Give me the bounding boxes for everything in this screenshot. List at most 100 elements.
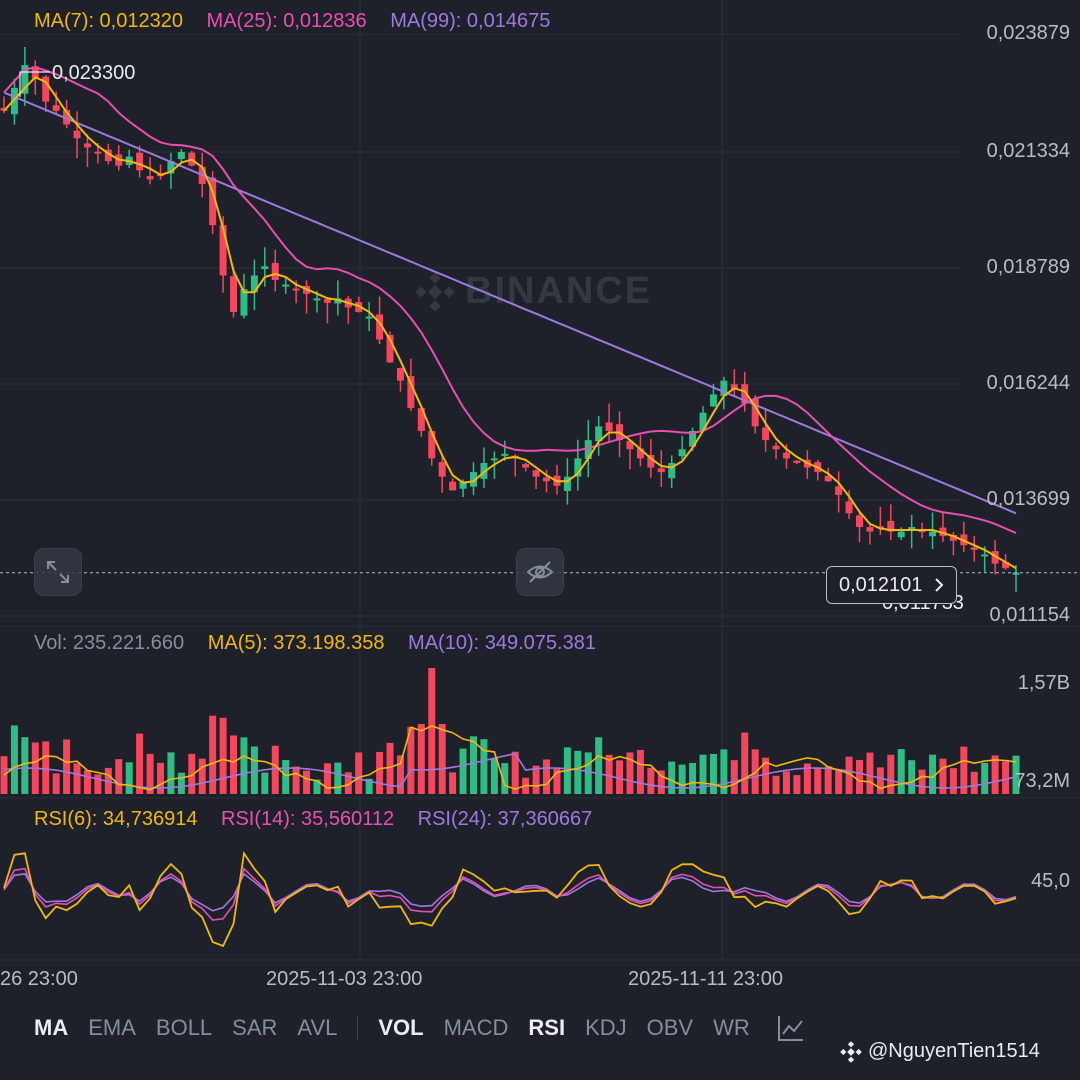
- candle-body: [762, 427, 770, 441]
- candle-body: [407, 376, 415, 409]
- volume-bar: [52, 773, 60, 794]
- current-price-tag[interactable]: 0,012101: [826, 566, 958, 604]
- candle-body: [313, 298, 321, 301]
- candle-body: [991, 551, 999, 564]
- volume-bar: [824, 766, 832, 794]
- volume-bar: [647, 767, 655, 794]
- candle-body: [918, 530, 926, 533]
- volume-bar: [376, 751, 384, 794]
- candle-body: [323, 299, 331, 303]
- volume-bar: [167, 752, 175, 794]
- candle-body: [835, 486, 843, 495]
- volume-bar: [574, 750, 582, 794]
- volume-tick-label: 73,2M: [1014, 770, 1070, 792]
- volume-bar: [814, 767, 822, 794]
- candle-body: [146, 176, 154, 180]
- volume-bar: [720, 749, 728, 794]
- rsi14-legend: RSI(14): 35,560112: [221, 808, 395, 830]
- volume-bar: [261, 772, 269, 794]
- volume-bar: [156, 762, 164, 794]
- volume-bar: [198, 758, 206, 794]
- tab-obv[interactable]: OBV: [646, 1015, 694, 1040]
- hide-indicators-button[interactable]: [516, 548, 564, 596]
- candle-body: [292, 288, 300, 291]
- volume-bar: [386, 742, 394, 794]
- time-tick-label: 26 23:00: [0, 968, 78, 990]
- candle-body: [532, 470, 540, 477]
- candle-body: [584, 440, 592, 459]
- line-chart-icon[interactable]: [776, 1013, 806, 1043]
- tab-wr[interactable]: WR: [713, 1015, 750, 1040]
- volume-bar: [678, 764, 686, 794]
- volume-bar: [146, 753, 154, 794]
- volume-bar: [449, 772, 457, 794]
- volume-bar: [313, 779, 321, 794]
- volume-bar: [689, 762, 697, 794]
- volume-bar: [970, 771, 978, 794]
- rsi14-line: [3, 867, 1017, 921]
- candle-body: [908, 526, 916, 529]
- tab-boll[interactable]: BOLL: [155, 1015, 213, 1040]
- candle-body: [10, 87, 18, 115]
- volume-bar: [835, 769, 843, 794]
- volume-bar: [553, 769, 561, 794]
- candle-body: [282, 284, 290, 287]
- candle-body: [824, 475, 832, 482]
- high-price-label: 0,023300: [52, 62, 136, 84]
- candle-body: [751, 398, 759, 427]
- candle-body: [209, 177, 217, 226]
- candle-body: [21, 65, 29, 94]
- candle-body: [52, 105, 60, 111]
- volume-bar: [793, 775, 801, 794]
- volume-bar: [396, 755, 404, 794]
- candle-body: [261, 266, 269, 270]
- candle-body: [709, 394, 717, 407]
- chart-canvas[interactable]: [0, 0, 1080, 1000]
- volume-bar: [417, 724, 425, 794]
- volume-bar: [939, 758, 947, 794]
- tab-ema[interactable]: EMA: [88, 1015, 136, 1040]
- volume-bar: [918, 769, 926, 794]
- candle-body: [271, 262, 279, 281]
- volume-bar: [42, 741, 50, 794]
- volume-bar: [897, 749, 905, 794]
- watermark: BINANCE: [415, 270, 652, 313]
- candle-body: [386, 334, 394, 363]
- price-tick-label: 0,011154: [989, 604, 1070, 626]
- volume-bar: [949, 768, 957, 794]
- tab-ma[interactable]: MA: [34, 1015, 69, 1040]
- tab-rsi[interactable]: RSI: [528, 1015, 566, 1040]
- ma25-line: [3, 66, 1017, 535]
- candle-body: [230, 276, 238, 313]
- volume-bar: [469, 736, 477, 794]
- volume-bar: [94, 774, 102, 794]
- candle-body: [845, 501, 853, 514]
- volume-bar: [459, 748, 467, 794]
- volume-legend: Vol: 235.221.660 MA(5): 373.198.358 MA(1…: [34, 632, 614, 655]
- tab-macd[interactable]: MACD: [443, 1015, 509, 1040]
- volume-bar: [762, 757, 770, 794]
- expand-icon: [47, 561, 69, 583]
- indicator-tab-bar: MA EMA BOLL SAR AVL VOL MACD RSI KDJ OBV…: [0, 1002, 1080, 1054]
- tab-vol[interactable]: VOL: [378, 1015, 424, 1040]
- volume-bar: [136, 733, 144, 794]
- volume-bar: [803, 763, 811, 794]
- volume-bar: [741, 732, 749, 794]
- volume-bar: [407, 726, 415, 794]
- volume-ma5-line: [3, 725, 1017, 791]
- candle-body: [136, 152, 144, 171]
- volume-bar: [668, 761, 676, 794]
- volume-bar: [355, 752, 363, 794]
- candle-body: [543, 477, 551, 482]
- vol-legend: Vol: 235.221.660: [34, 632, 185, 654]
- tab-avl[interactable]: AVL: [297, 1015, 338, 1040]
- tab-kdj[interactable]: KDJ: [585, 1015, 627, 1040]
- price-tick-label: 0,016244: [986, 372, 1070, 394]
- expand-button[interactable]: [34, 548, 82, 596]
- volume-bar: [250, 746, 258, 794]
- candle-body: [334, 298, 342, 304]
- volume-tick-label: 1,57B: [1017, 672, 1070, 694]
- volume-bar: [292, 766, 300, 794]
- candle-body: [887, 520, 895, 532]
- tab-sar[interactable]: SAR: [232, 1015, 278, 1040]
